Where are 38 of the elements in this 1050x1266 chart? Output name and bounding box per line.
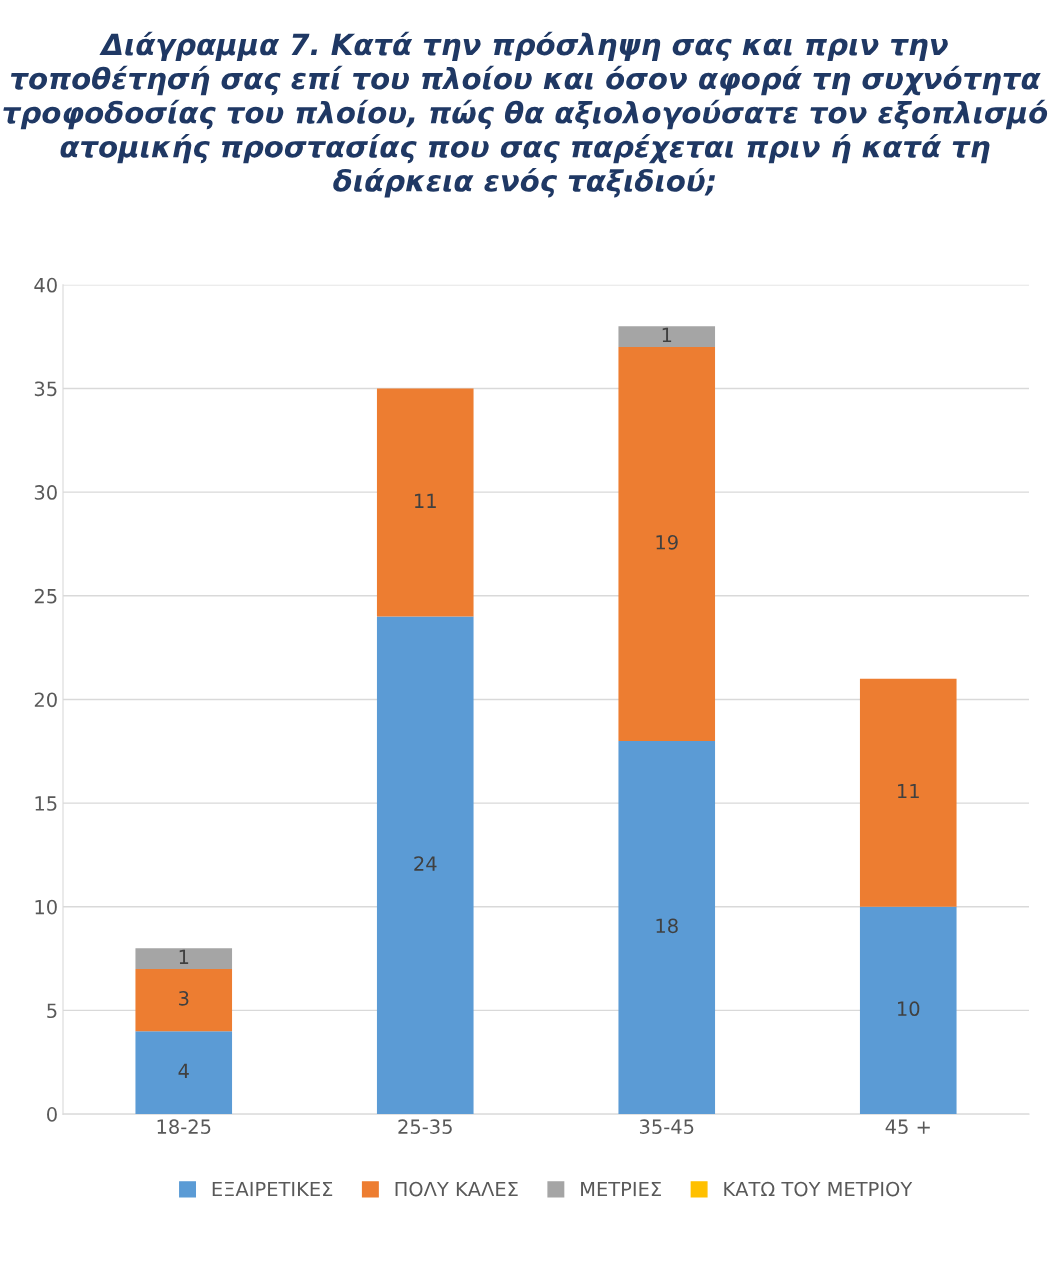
x-tick-label: 18-25 <box>157 1119 211 1134</box>
data-label: 3 <box>179 990 189 1006</box>
legend-label: ΠΟΛΥ ΚΑΛΕΣ <box>395 1181 518 1197</box>
data-label: 10 <box>898 1001 920 1017</box>
bar <box>135 948 233 969</box>
bar <box>618 326 716 348</box>
bar <box>859 906 957 1115</box>
data-label: 11 <box>898 783 919 799</box>
x-tick-label: 35-45 <box>639 1119 694 1134</box>
y-tick-label: 30 <box>34 485 57 500</box>
bar <box>135 1031 233 1115</box>
chart-title: Διάγραμμα 7. Κατά την πρόσληψη σας και πριν την τοποθέτησή σας επί του πλοίου και όσον αφορά τη συχνότητα τροφοδοσίας του πλοίου, πώς θα αξιολογούσατε τον εξοπλισμό ατομικής προστασίας που σας παρέχεται πριν ή κατά τη διάρκεια ενός ταξιδιού; <box>3 31 1048 198</box>
legend-label: ΕΞΑΙΡΕΤΙΚΕΣ <box>212 1181 333 1197</box>
legend-label: ΚΑΤΩ ΤΟΥ ΜΕΤΡΙΟΥ <box>724 1181 913 1197</box>
y-tick-label: 25 <box>34 588 57 604</box>
bar <box>859 678 957 907</box>
bar <box>618 347 716 741</box>
data-label: 4 <box>178 1063 189 1078</box>
legend-label: ΜΕΤΡΙΕΣ <box>581 1181 661 1197</box>
y-tick-label: 10 <box>35 899 57 915</box>
data-label: 19 <box>656 534 678 550</box>
data-label: 18 <box>656 918 678 934</box>
y-tick-label: 20 <box>34 692 57 708</box>
y-tick-label: 0 <box>47 1107 57 1122</box>
x-tick-label: 25-35 <box>398 1119 452 1134</box>
data-label: 24 <box>414 856 437 871</box>
y-tick-label: 35 <box>34 381 57 397</box>
data-label: 1 <box>179 949 189 964</box>
y-tick-label: 5 <box>47 1003 57 1019</box>
y-tick-label: 15 <box>35 796 57 811</box>
data-label: 11 <box>415 493 436 508</box>
x-tick-label: 45 + <box>885 1119 930 1134</box>
bar <box>376 388 474 617</box>
bar <box>135 968 233 1032</box>
bar <box>618 740 716 1115</box>
data-label: 1 <box>662 327 672 343</box>
bar <box>376 616 474 1115</box>
y-tick-label: 40 <box>34 277 57 293</box>
